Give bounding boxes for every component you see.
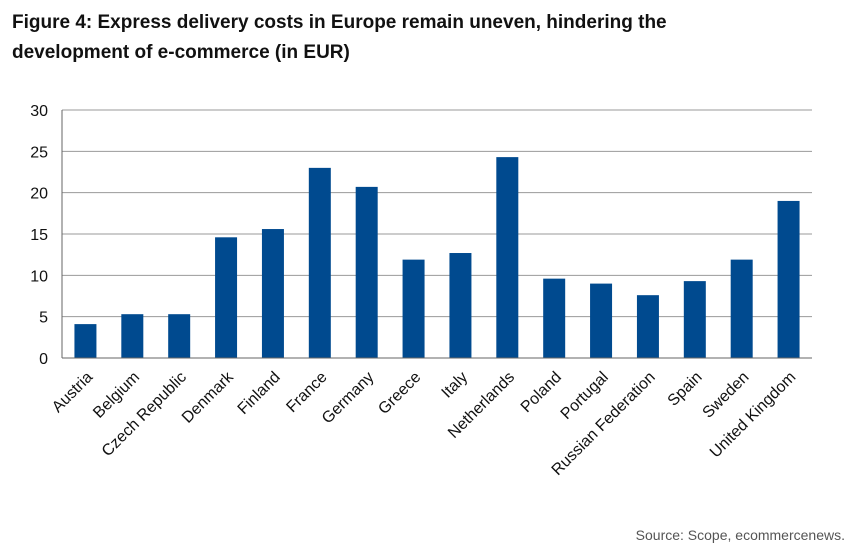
bar (215, 237, 238, 358)
y-tick-label: 0 (39, 351, 48, 368)
bar (355, 186, 378, 358)
x-tick-label: Poland (518, 369, 565, 416)
source-note: Source: Scope, ecommercenews. (635, 527, 845, 543)
y-tick-label: 10 (30, 268, 48, 285)
x-tick-label: Czech Republic (99, 369, 190, 460)
x-tick-label: United Kingdom (707, 369, 800, 462)
x-tick-label: Finland (235, 369, 284, 418)
bar (496, 157, 519, 358)
y-tick-label: 15 (30, 227, 48, 244)
bar (402, 259, 425, 358)
x-tick-label: Austria (49, 369, 96, 416)
x-tick-label: Greece (375, 369, 424, 418)
y-tick-label: 25 (30, 144, 48, 161)
bar (543, 278, 566, 358)
bar (449, 253, 472, 358)
x-tick-label: Germany (319, 369, 378, 428)
bar (121, 314, 144, 358)
bar (636, 295, 659, 358)
bar (730, 259, 753, 358)
chart-title: Figure 4: Express delivery costs in Euro… (12, 12, 667, 63)
x-tick-label: Italy (438, 369, 471, 402)
bar (74, 324, 97, 358)
y-tick-label: 30 (30, 103, 48, 120)
bar (261, 229, 284, 358)
bar (590, 283, 613, 358)
bar (777, 200, 800, 358)
bar (168, 314, 191, 358)
y-tick-label: 20 (30, 186, 48, 203)
bar (308, 167, 331, 358)
x-tick-label: Denmark (179, 368, 238, 427)
x-tick-label: France (283, 369, 330, 416)
bar (683, 281, 706, 358)
y-tick-label: 5 (39, 310, 48, 327)
x-tick-label: Spain (665, 369, 706, 410)
